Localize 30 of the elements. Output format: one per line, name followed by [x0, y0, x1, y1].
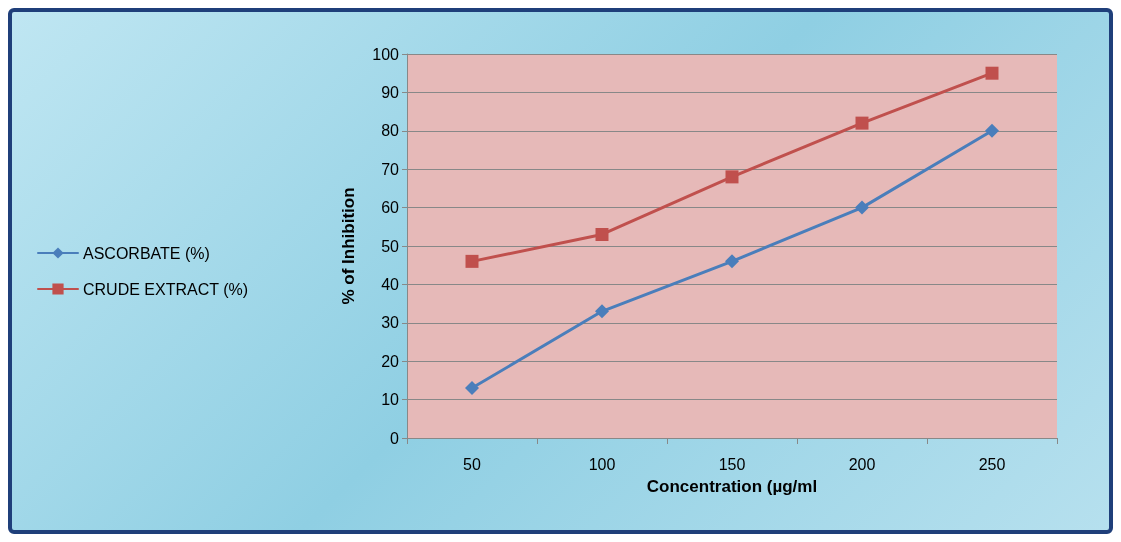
- point: [985, 123, 999, 138]
- y-tick-label: 100: [372, 45, 400, 63]
- point: [855, 116, 869, 130]
- point: [595, 304, 609, 319]
- x-tick-label: 100: [588, 455, 616, 473]
- legend-label: ASCORBATE (%): [83, 244, 210, 262]
- x-tick-label: 50: [463, 455, 481, 473]
- point: [465, 381, 479, 396]
- point: [985, 66, 999, 80]
- point: [595, 227, 609, 241]
- point: [465, 254, 479, 268]
- x-axis-title: Concentration (µg/ml: [646, 477, 818, 496]
- y-tick-label: 60: [381, 199, 400, 217]
- legend-label: CRUDE EXTRACT (%): [83, 280, 249, 298]
- point: [725, 254, 739, 269]
- y-tick-label: 90: [381, 83, 400, 101]
- y-tick-label: 30: [381, 314, 400, 332]
- x-tick-label: 250: [978, 455, 1006, 473]
- y-tick-label: 40: [381, 275, 400, 293]
- y-tick-label: 50: [381, 237, 400, 255]
- x-tick-label: 150: [718, 455, 746, 473]
- y-tick-label: 20: [381, 352, 400, 370]
- point: [855, 200, 869, 215]
- y-tick-label: 70: [381, 160, 400, 178]
- y-axis-title: % of Inhibition: [339, 187, 358, 305]
- y-tick-label: 0: [390, 429, 400, 447]
- x-tick-label: 200: [848, 455, 876, 473]
- point: [725, 170, 739, 184]
- y-tick-label: 80: [381, 122, 400, 140]
- y-tick-label: 10: [381, 391, 400, 409]
